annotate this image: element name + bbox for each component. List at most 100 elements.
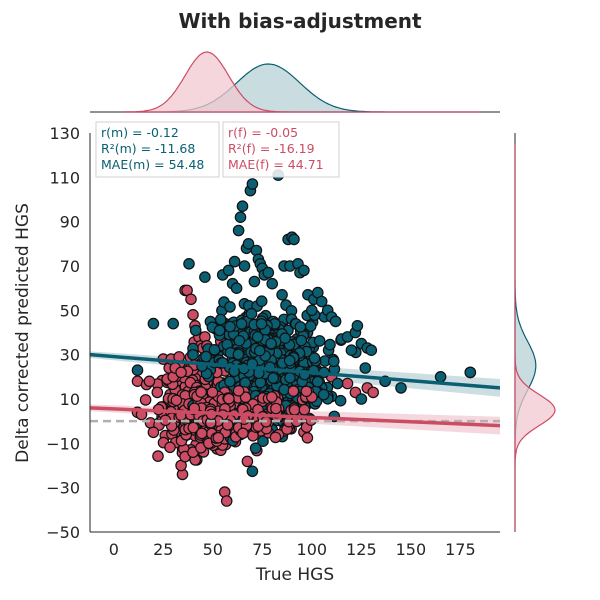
male-data-point (267, 372, 279, 384)
x-tick-label: 50 (203, 540, 223, 559)
male-data-point (434, 370, 447, 383)
male-data-point (238, 260, 251, 272)
male-data-point (246, 178, 259, 190)
male-data-point (235, 318, 248, 330)
y-tick-label: 50 (60, 301, 80, 320)
male-data-point (208, 343, 221, 356)
female-data-point (341, 377, 354, 390)
y-tick-label: 90 (60, 213, 80, 232)
female-data-point (287, 385, 300, 397)
male-data-point (311, 375, 324, 388)
male-data-point (351, 319, 364, 332)
male-data-point (395, 382, 407, 394)
male-mae-text: MAE(m) = 54.48 (101, 157, 204, 172)
male-data-point (327, 355, 340, 368)
female-data-point (185, 293, 197, 306)
male-data-point (131, 364, 144, 376)
male-data-point (266, 277, 278, 290)
female-data-point (241, 455, 254, 468)
y-tick-label: −50 (46, 523, 80, 542)
male-data-point (232, 348, 245, 361)
female-data-point (152, 450, 164, 462)
male-data-point (213, 324, 226, 337)
male-data-point (245, 307, 258, 320)
regression-lines (90, 352, 500, 428)
male-data-point (464, 366, 477, 379)
female-data-point (212, 431, 225, 444)
y-axis-label: Delta corrected predicted HGS (13, 203, 33, 463)
male-regression-line (90, 352, 500, 390)
male-data-point (232, 224, 245, 237)
male-data-point (242, 238, 255, 250)
female-data-point (301, 431, 314, 444)
female-data-point (288, 404, 301, 416)
male-data-point (295, 334, 308, 347)
male-r2-text: R²(m) = -11.68 (101, 141, 195, 156)
female-data-point (237, 427, 249, 440)
male-data-point (315, 295, 328, 308)
male-data-point (304, 320, 317, 332)
female-data-point (265, 391, 278, 403)
male-data-point (248, 275, 261, 288)
female-mae-text: MAE(f) = 44.71 (228, 157, 324, 172)
right-marginal-kde (514, 133, 556, 532)
male-data-point (199, 271, 211, 283)
male-data-point (230, 282, 243, 294)
male-data-point (284, 371, 296, 384)
female-data-point (206, 386, 219, 398)
male-stats-box: r(m) = -0.12 R²(m) = -11.68 MAE(m) = 54.… (95, 121, 220, 178)
y-tick-label: 70 (60, 257, 80, 276)
female-data-point (147, 426, 160, 439)
x-tick-label: 0 (109, 540, 119, 559)
axes (89, 133, 500, 533)
male-data-point (324, 338, 336, 351)
female-data-point (196, 427, 208, 440)
female-regression-line (90, 406, 500, 428)
x-tick-label: 25 (153, 540, 173, 559)
y-tick-label: 30 (60, 346, 80, 365)
female-data-point (187, 421, 200, 434)
male-data-point (313, 335, 326, 347)
male-data-point (345, 344, 358, 356)
male-data-point (222, 264, 235, 277)
female-r2-text: R²(f) = -16.19 (228, 141, 315, 156)
male-data-point (308, 352, 321, 364)
male-points (131, 169, 477, 478)
x-tick-label: 125 (346, 540, 377, 559)
female-data-point (164, 441, 176, 454)
male-data-point (329, 315, 342, 328)
x-axis-label: True HGS (255, 565, 334, 585)
male-data-point (183, 257, 195, 270)
female-x-density (123, 51, 481, 113)
female-stats-box: r(f) = -0.05 R²(f) = -16.19 MAE(f) = 44.… (222, 121, 340, 178)
female-data-point (139, 394, 152, 406)
female-data-point (232, 384, 245, 397)
male-data-point (228, 255, 241, 268)
x-tick-label: 100 (297, 540, 328, 559)
male-data-point (253, 344, 266, 357)
y-tick-label: 110 (49, 168, 80, 187)
female-data-point (220, 495, 233, 507)
female-data-point (239, 391, 252, 403)
male-y-density (514, 144, 537, 532)
female-data-point (298, 403, 311, 416)
male-data-point (255, 295, 268, 307)
x-tick-label: 175 (445, 540, 476, 559)
x-tick-label: 75 (252, 540, 272, 559)
female-y-density (514, 144, 556, 532)
male-data-point (224, 375, 236, 388)
female-data-point (270, 402, 282, 415)
male-data-point (276, 288, 288, 301)
male-data-point (317, 388, 330, 401)
male-data-point (189, 324, 202, 337)
male-data-point (147, 317, 160, 330)
chart-title: With bias-adjustment (178, 9, 422, 33)
male-data-point (255, 318, 268, 330)
female-data-point (175, 366, 187, 379)
male-data-point (214, 313, 227, 326)
top-marginal-kde (90, 51, 500, 113)
male-data-point (246, 465, 259, 478)
female-data-point (223, 392, 235, 405)
male-data-point (224, 320, 236, 333)
